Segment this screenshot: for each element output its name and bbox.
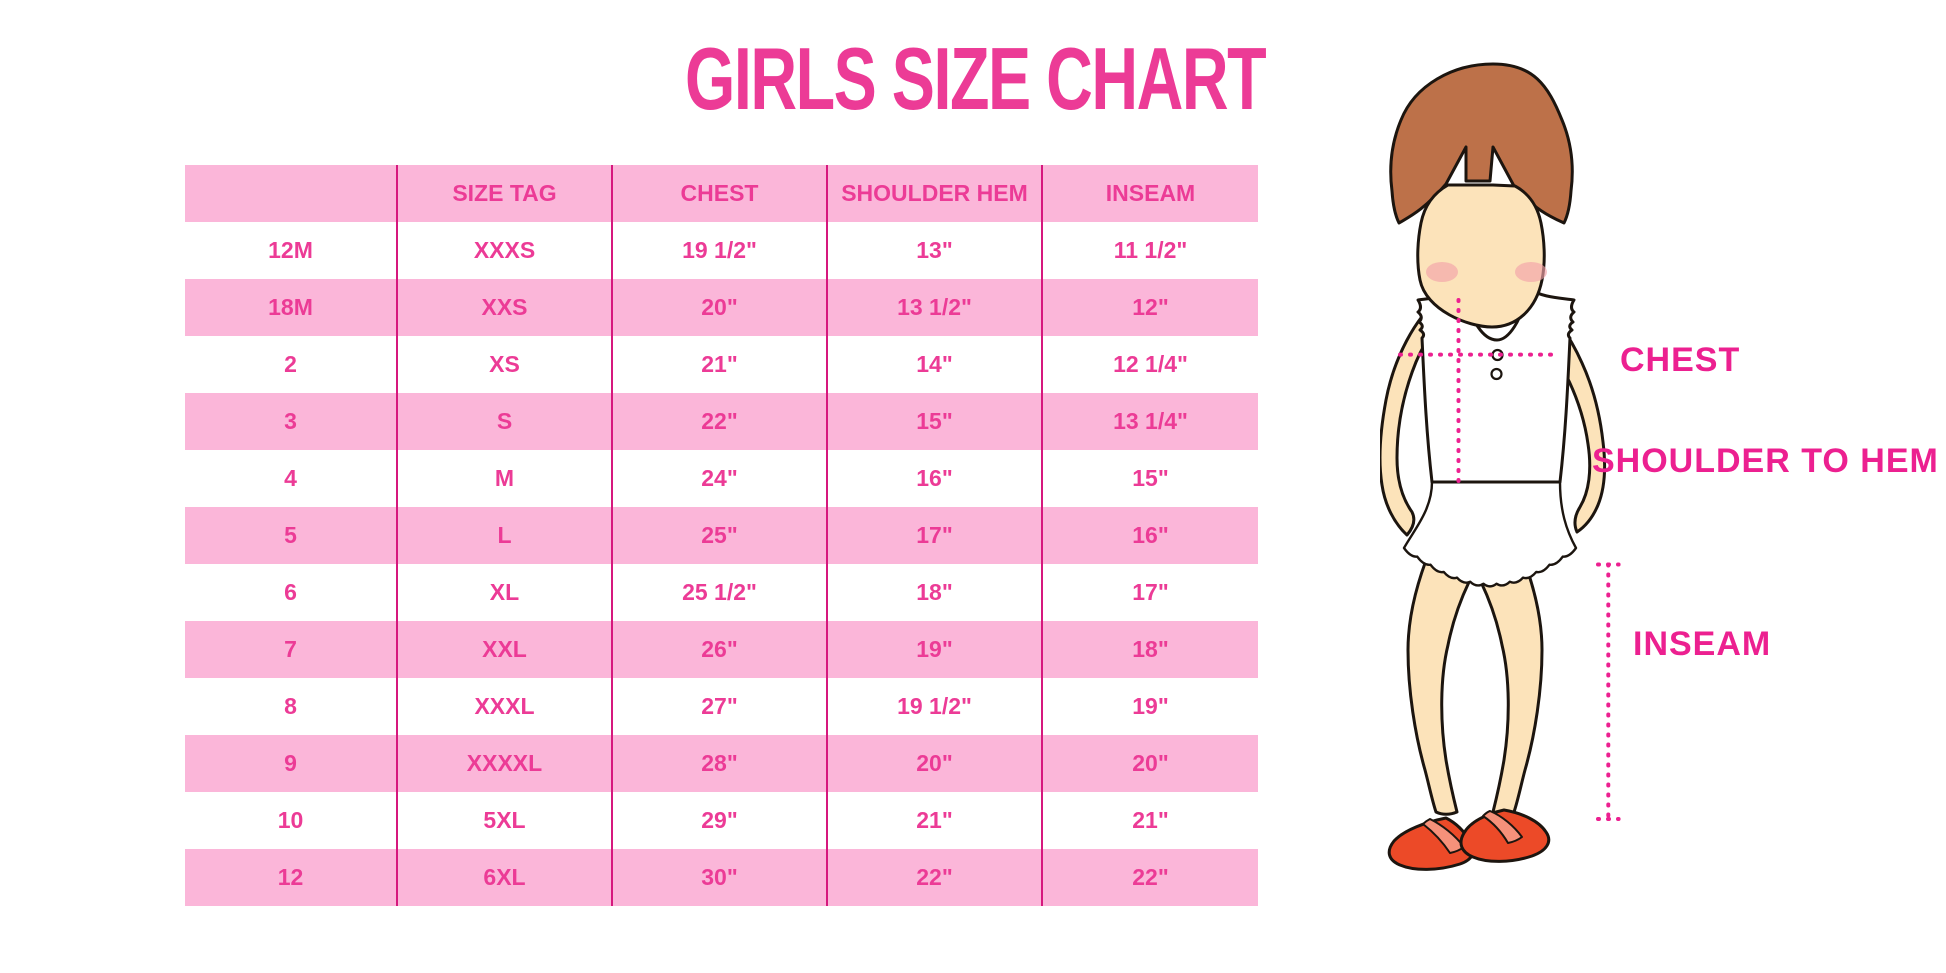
svg-text:SHOULDER TO HEM: SHOULDER TO HEM <box>1592 442 1939 480</box>
svg-text:CHEST: CHEST <box>1620 341 1740 379</box>
svg-text:INSEAM: INSEAM <box>1633 625 1771 663</box>
